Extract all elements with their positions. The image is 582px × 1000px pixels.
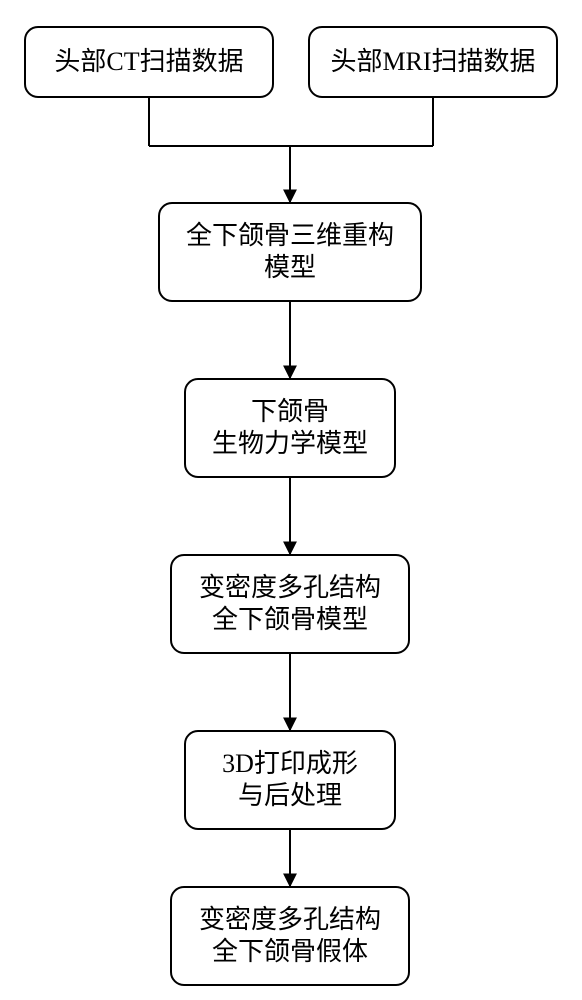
node-label: 变密度多孔结构全下颌骨模型 <box>199 572 381 637</box>
node-mri: 头部MRI扫描数据 <box>308 26 558 98</box>
node-label: 变密度多孔结构全下颌骨假体 <box>199 904 381 969</box>
node-prosth: 变密度多孔结构全下颌骨假体 <box>170 886 410 986</box>
node-label: 3D打印成形与后处理 <box>222 748 358 813</box>
node-porous: 变密度多孔结构全下颌骨模型 <box>170 554 410 654</box>
edge-ct-mri-merge <box>149 98 433 202</box>
edges-layer <box>0 0 582 1000</box>
node-print: 3D打印成形与后处理 <box>184 730 396 830</box>
node-label: 全下颌骨三维重构模型 <box>186 220 394 285</box>
node-label: 头部MRI扫描数据 <box>330 46 535 79</box>
flowchart-canvas: 头部CT扫描数据 头部MRI扫描数据 全下颌骨三维重构模型 下颌骨生物力学模型 … <box>0 0 582 1000</box>
node-recon: 全下颌骨三维重构模型 <box>158 202 422 302</box>
node-label: 下颌骨生物力学模型 <box>212 396 368 461</box>
node-ct: 头部CT扫描数据 <box>24 26 274 98</box>
node-biomech: 下颌骨生物力学模型 <box>184 378 396 478</box>
node-label: 头部CT扫描数据 <box>54 46 243 79</box>
